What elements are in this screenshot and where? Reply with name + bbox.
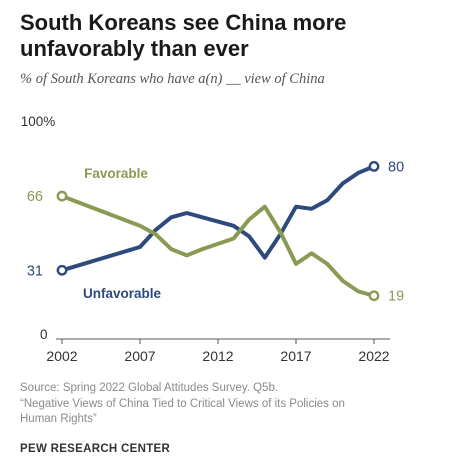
x-tick-label-2002: 2002	[46, 348, 77, 364]
series-marker-unfavorable-start	[56, 264, 68, 276]
source-line-1: Source: Spring 2022 Global Attitudes Sur…	[20, 382, 279, 394]
y-axis-label-top: 100%	[21, 114, 56, 129]
data-label-favorable-end: 19	[388, 289, 404, 305]
y-axis-label-bottom: 0	[40, 327, 48, 342]
source-line-2: “Negative Views of China Tied to Critica…	[20, 397, 345, 410]
x-tick-label-2007: 2007	[124, 348, 155, 364]
series-marker-unfavorable-end	[368, 160, 380, 172]
data-label-unfavorable-start: 31	[27, 263, 43, 279]
series-line-favorable	[60, 194, 376, 298]
source-line-3: Human Rights”	[20, 413, 97, 425]
series-marker-favorable-end	[368, 290, 380, 302]
x-tick-label-2017: 2017	[280, 348, 311, 364]
chart-subtitle: % of South Koreans who have a(n) __ view…	[20, 71, 325, 87]
x-tick-label-2012: 2012	[202, 348, 233, 364]
source-note: Source: Spring 2022 Global Attitudes Sur…	[20, 381, 435, 428]
data-label-favorable-start: 66	[27, 189, 43, 205]
series-label-unfavorable: Unfavorable	[83, 286, 162, 301]
pew-logo-text: PEW RESEARCH CENTER	[20, 443, 171, 455]
x-tick-label-2022: 2022	[358, 348, 389, 364]
series-marker-favorable-start	[56, 190, 68, 202]
line-chart: 100% 0 2002 2007 2012 2017 2022 31 80 66 19 Favorab…	[21, 114, 404, 364]
chart-title: South Koreans see China more unfavorably…	[20, 10, 347, 61]
data-label-unfavorable-end: 80	[388, 159, 404, 175]
series-line-unfavorable	[60, 164, 376, 273]
series-label-favorable: Favorable	[84, 166, 148, 181]
